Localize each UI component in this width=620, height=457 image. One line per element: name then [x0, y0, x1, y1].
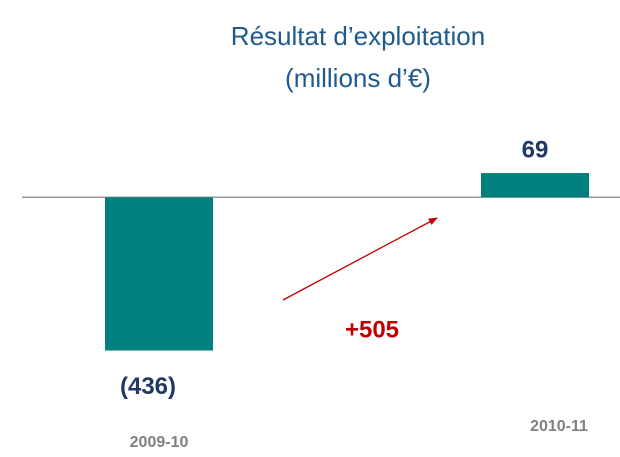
chart-title: Résultat d’exploitation [231, 21, 485, 51]
value-label: (436) [120, 373, 176, 400]
bar [105, 197, 213, 351]
x-tick-label: 2009-10 [130, 434, 189, 451]
chart-subtitle: (millions d’€) [285, 63, 431, 93]
x-tick-label: 2010-11 [530, 418, 588, 435]
change-arrow [282, 217, 438, 301]
annotation: +505 [345, 316, 399, 343]
value-label: 69 [522, 136, 549, 163]
bar [481, 173, 589, 198]
